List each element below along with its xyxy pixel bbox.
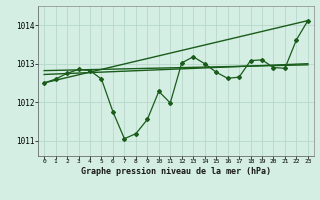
- X-axis label: Graphe pression niveau de la mer (hPa): Graphe pression niveau de la mer (hPa): [81, 167, 271, 176]
